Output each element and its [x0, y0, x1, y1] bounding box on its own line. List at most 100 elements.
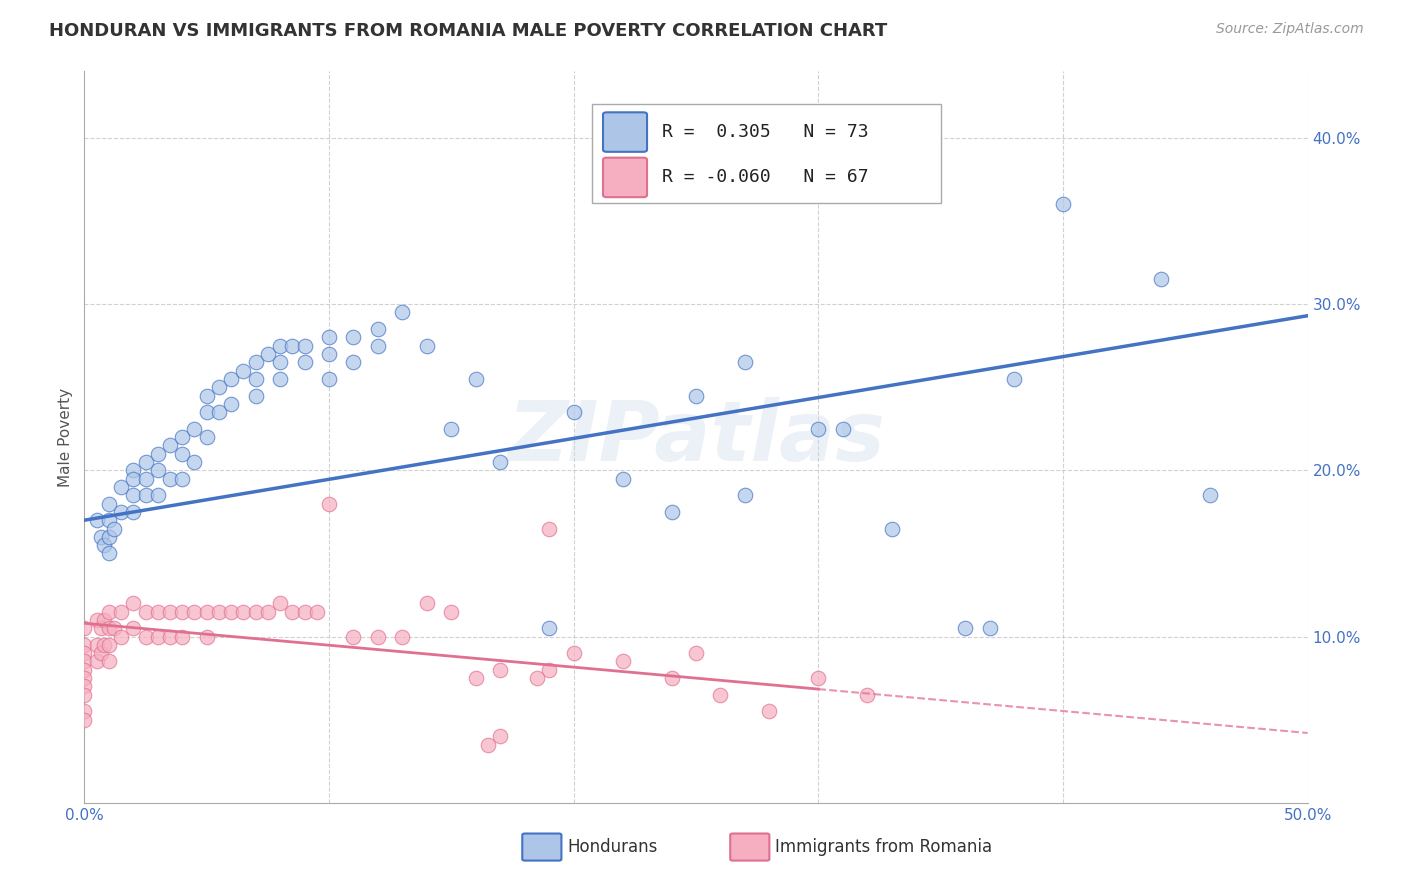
Point — [526, 671, 548, 685]
Point — [172, 430, 194, 444]
Point — [122, 505, 145, 519]
Point — [159, 438, 181, 452]
Point — [856, 688, 879, 702]
Point — [807, 671, 830, 685]
Point — [305, 605, 328, 619]
Point — [294, 355, 316, 369]
Point — [440, 605, 463, 619]
Point — [880, 521, 903, 535]
Point — [342, 630, 364, 644]
Point — [440, 422, 463, 436]
Point — [489, 729, 512, 743]
Point — [464, 372, 486, 386]
Point — [183, 422, 205, 436]
Point — [146, 463, 169, 477]
Point — [86, 655, 108, 669]
Point — [86, 513, 108, 527]
Point — [807, 422, 830, 436]
Point — [1198, 488, 1220, 502]
Point — [612, 655, 634, 669]
Point — [183, 605, 205, 619]
Point — [97, 638, 120, 652]
Point — [318, 372, 340, 386]
Point — [281, 338, 304, 352]
Text: HONDURAN VS IMMIGRANTS FROM ROMANIA MALE POVERTY CORRELATION CHART: HONDURAN VS IMMIGRANTS FROM ROMANIA MALE… — [49, 22, 887, 40]
Point — [269, 372, 291, 386]
Point — [208, 605, 231, 619]
Point — [122, 472, 145, 486]
Point — [208, 380, 231, 394]
Point — [416, 596, 439, 610]
Point — [135, 455, 157, 469]
Point — [612, 472, 634, 486]
Point — [979, 621, 1001, 635]
Point — [172, 605, 194, 619]
Text: R = -0.060   N = 67: R = -0.060 N = 67 — [662, 169, 869, 186]
Point — [219, 605, 242, 619]
Point — [146, 488, 169, 502]
Point — [103, 621, 125, 635]
Point — [831, 422, 853, 436]
Point — [269, 355, 291, 369]
Point — [318, 347, 340, 361]
Point — [294, 338, 316, 352]
Point — [172, 472, 194, 486]
Point — [257, 605, 280, 619]
Point — [245, 355, 267, 369]
FancyBboxPatch shape — [603, 112, 647, 152]
Point — [110, 505, 132, 519]
Point — [97, 605, 120, 619]
Point — [159, 605, 181, 619]
Point — [97, 513, 120, 527]
Text: ZIPatlas: ZIPatlas — [508, 397, 884, 477]
Point — [195, 405, 218, 419]
Point — [477, 738, 499, 752]
Point — [195, 430, 218, 444]
Point — [538, 663, 561, 677]
Point — [1150, 272, 1173, 286]
Point — [208, 405, 231, 419]
Point — [318, 330, 340, 344]
Point — [73, 680, 96, 694]
Point — [86, 613, 108, 627]
Point — [734, 355, 756, 369]
Point — [93, 613, 115, 627]
Point — [219, 372, 242, 386]
Point — [758, 705, 780, 719]
Point — [73, 705, 96, 719]
Point — [159, 472, 181, 486]
Point — [73, 688, 96, 702]
FancyBboxPatch shape — [522, 833, 561, 861]
Point — [73, 638, 96, 652]
Point — [73, 646, 96, 660]
Point — [391, 305, 413, 319]
Point — [195, 630, 218, 644]
Point — [172, 630, 194, 644]
Point — [489, 663, 512, 677]
Point — [489, 455, 512, 469]
Point — [1002, 372, 1025, 386]
Point — [135, 488, 157, 502]
Point — [97, 497, 120, 511]
Point — [135, 630, 157, 644]
Point — [391, 630, 413, 644]
Point — [342, 330, 364, 344]
Point — [734, 488, 756, 502]
Point — [73, 671, 96, 685]
Point — [122, 596, 145, 610]
Point — [342, 355, 364, 369]
Point — [122, 621, 145, 635]
Point — [1052, 197, 1074, 211]
Point — [367, 630, 389, 644]
Point — [269, 338, 291, 352]
Point — [281, 605, 304, 619]
Point — [562, 405, 585, 419]
Point — [86, 638, 108, 652]
Point — [245, 372, 267, 386]
Point — [146, 630, 169, 644]
Point — [318, 497, 340, 511]
Text: R =  0.305   N = 73: R = 0.305 N = 73 — [662, 123, 869, 141]
Point — [159, 630, 181, 644]
Point — [416, 338, 439, 352]
Point — [245, 388, 267, 402]
